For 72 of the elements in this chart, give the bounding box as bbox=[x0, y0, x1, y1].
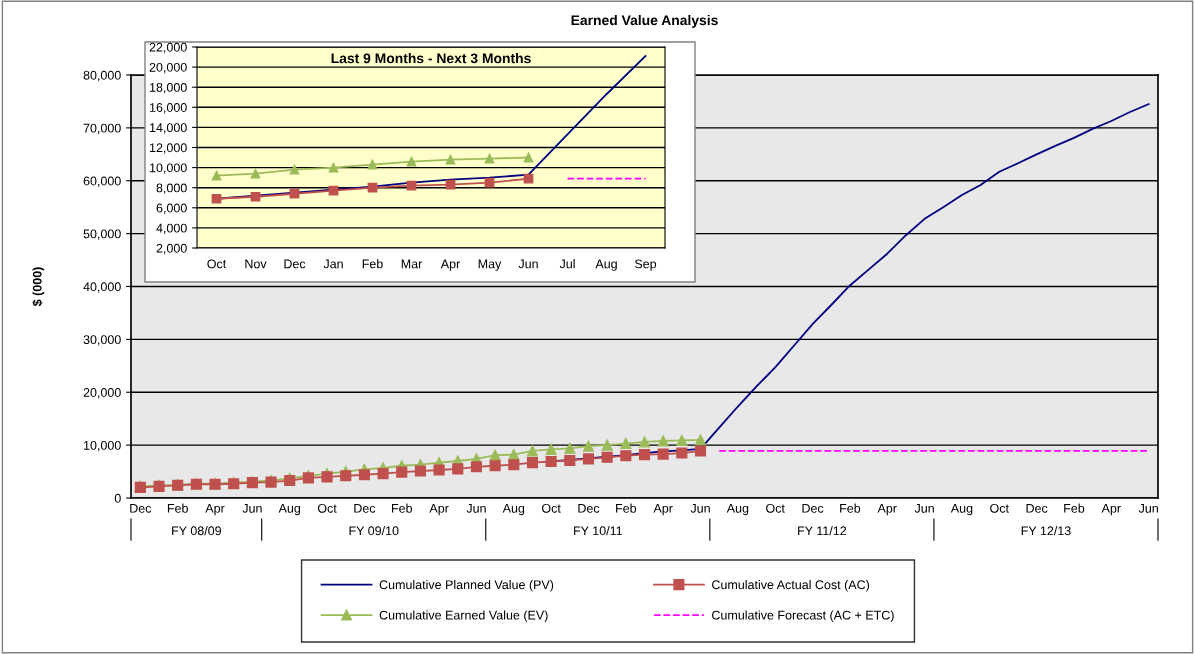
x-tick-label: Apr bbox=[877, 504, 897, 516]
x-tick-label: Aug bbox=[278, 504, 301, 516]
y-tick-label: 60,000 bbox=[83, 176, 121, 187]
x-tick-label: Jan bbox=[323, 259, 343, 269]
x-tick-label: Dec bbox=[130, 504, 152, 513]
legend-label: Cumulative Planned Value (PV) bbox=[379, 579, 554, 592]
y-axis-title: $ (000) bbox=[32, 267, 45, 307]
x-tick-label: Jul bbox=[559, 259, 575, 269]
legend-label: Cumulative Earned Value (EV) bbox=[379, 610, 548, 623]
x-tick-label: Jun bbox=[690, 504, 710, 513]
x-tick-label: Apr bbox=[653, 504, 673, 516]
x-tick-label: Apr bbox=[440, 259, 461, 271]
chart-title: Last 9 Months - Next 3 Months bbox=[331, 53, 531, 64]
text: FY 12/13 bbox=[1021, 526, 1071, 536]
x-tick-label: Aug bbox=[502, 504, 525, 516]
y-tick-label: 40,000 bbox=[83, 282, 121, 293]
x-tick-label: Jun bbox=[518, 259, 538, 269]
x-tick-label: Aug bbox=[950, 504, 973, 516]
x-tick-label: Dec bbox=[1026, 504, 1048, 513]
x-tick-label: Jun bbox=[242, 504, 262, 513]
x-tick-label: Aug bbox=[726, 504, 749, 516]
x-tick-label: Apr bbox=[1101, 504, 1121, 516]
x-tick-label: Dec bbox=[802, 504, 824, 513]
x-tick-label: Oct bbox=[542, 503, 561, 513]
y-tick-label: 20,000 bbox=[149, 62, 187, 74]
x-tick-label: Oct bbox=[766, 503, 785, 513]
text: FY 08/09 bbox=[172, 526, 222, 536]
legend-label: Cumulative Forecast (AC + ETC) bbox=[712, 610, 894, 623]
x-tick-label: Feb bbox=[362, 259, 383, 269]
y-tick-label: 22,000 bbox=[149, 42, 187, 54]
x-tick-label: Oct bbox=[207, 259, 227, 269]
y-tick-label: 50,000 bbox=[83, 229, 121, 240]
y-tick-label: 10,000 bbox=[84, 440, 121, 452]
y-tick-label: 30,000 bbox=[83, 335, 121, 346]
x-tick-label: Jun bbox=[914, 504, 934, 513]
y-tick-label: 18,000 bbox=[150, 83, 187, 94]
x-tick-label: Apr bbox=[429, 504, 449, 516]
x-tick-label: Apr bbox=[205, 504, 225, 516]
legend-label: Cumulative Actual Cost (AC) bbox=[712, 579, 870, 592]
y-tick-label: 10,000 bbox=[150, 163, 187, 174]
x-tick-label: Jun bbox=[1138, 504, 1158, 513]
text: FY 11/12 bbox=[798, 526, 847, 536]
x-tick-label: Feb bbox=[392, 503, 412, 513]
x-tick-label: Dec bbox=[578, 504, 600, 513]
y-tick-label: 4,000 bbox=[156, 223, 187, 235]
x-tick-label: May bbox=[478, 259, 502, 271]
x-tick-label: Feb bbox=[840, 503, 861, 513]
text: FY 09/10 bbox=[349, 526, 399, 536]
x-tick-label: Oct bbox=[990, 503, 1009, 513]
y-tick-label: 70,000 bbox=[83, 123, 121, 134]
y-tick-label: 14,000 bbox=[150, 123, 187, 134]
x-tick-label: Feb bbox=[1064, 503, 1085, 513]
x-tick-label: Sep bbox=[634, 259, 657, 271]
text: FY 10/11 bbox=[574, 526, 622, 536]
y-tick-label: 6,000 bbox=[156, 203, 187, 214]
y-tick-label: 0 bbox=[114, 493, 121, 503]
x-tick-label: Jun bbox=[466, 504, 486, 513]
x-tick-label: Oct bbox=[317, 503, 337, 513]
y-tick-label: 16,000 bbox=[150, 103, 187, 114]
y-tick-label: 20,000 bbox=[83, 388, 121, 399]
y-tick-label: 12,000 bbox=[150, 143, 187, 154]
x-tick-label: Feb bbox=[167, 503, 188, 513]
x-tick-label: Dec bbox=[354, 504, 376, 513]
chart-title: Earned Value Analysis bbox=[571, 14, 718, 28]
x-tick-label: Aug bbox=[595, 259, 617, 271]
x-tick-label: Mar bbox=[401, 259, 423, 269]
y-tick-label: 2,000 bbox=[156, 243, 187, 255]
x-tick-label: Dec bbox=[284, 259, 306, 269]
x-tick-label: Feb bbox=[616, 503, 637, 513]
y-tick-label: 80,000 bbox=[83, 70, 121, 82]
x-tick-label: Nov bbox=[245, 259, 267, 269]
y-tick-label: 8,000 bbox=[156, 183, 187, 194]
